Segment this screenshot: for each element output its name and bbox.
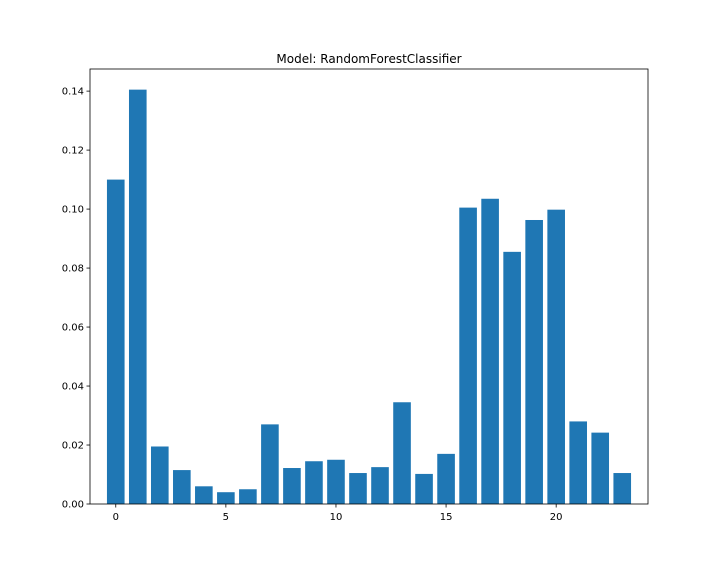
bar-15 — [437, 453, 455, 504]
bar-23 — [613, 473, 632, 504]
x-axis: 0 5 10 15 20 — [113, 504, 563, 523]
bar-11 — [349, 473, 367, 504]
y-tick-label: 0.00 — [62, 500, 84, 511]
bar-4 — [195, 486, 213, 504]
bar-22 — [591, 432, 610, 504]
y-tick-label: 0.06 — [62, 323, 84, 334]
bar-12 — [371, 467, 389, 504]
bar-10 — [327, 459, 345, 504]
bar-19 — [525, 219, 543, 504]
y-tick-label: 0.08 — [62, 264, 84, 275]
bars-group — [106, 89, 632, 505]
bar-5 — [217, 492, 235, 504]
bar-16 — [459, 207, 477, 504]
x-tick-label: 5 — [223, 512, 229, 523]
bar-8 — [283, 468, 301, 504]
bar-17 — [481, 198, 499, 505]
bar-2 — [150, 446, 169, 504]
bar-13 — [393, 402, 411, 504]
y-tick-label: 0.12 — [62, 146, 84, 157]
x-tick-label: 20 — [550, 512, 563, 523]
plot-frame — [89, 68, 649, 505]
bar-9 — [305, 461, 323, 504]
y-tick-label: 0.14 — [62, 87, 84, 98]
chart-title: Model: RandomForestClassifier — [276, 52, 461, 66]
bar-1 — [128, 89, 147, 504]
bar-18 — [503, 251, 521, 504]
y-axis: 0.00 0.02 0.04 0.06 0.08 0.10 0.12 0.14 — [62, 87, 90, 511]
bar-6 — [239, 489, 257, 504]
bar-21 — [569, 421, 588, 504]
bar-7 — [261, 424, 279, 504]
y-tick-label: 0.10 — [62, 205, 84, 216]
bar-20 — [547, 209, 565, 505]
x-tick-label: 0 — [113, 512, 119, 523]
bar-3 — [173, 470, 191, 504]
bar-0 — [106, 179, 125, 505]
y-tick-label: 0.02 — [62, 441, 84, 452]
bar-14 — [415, 473, 433, 504]
x-tick-label: 15 — [440, 512, 453, 523]
y-tick-label: 0.04 — [62, 382, 84, 393]
x-tick-label: 10 — [330, 512, 343, 523]
